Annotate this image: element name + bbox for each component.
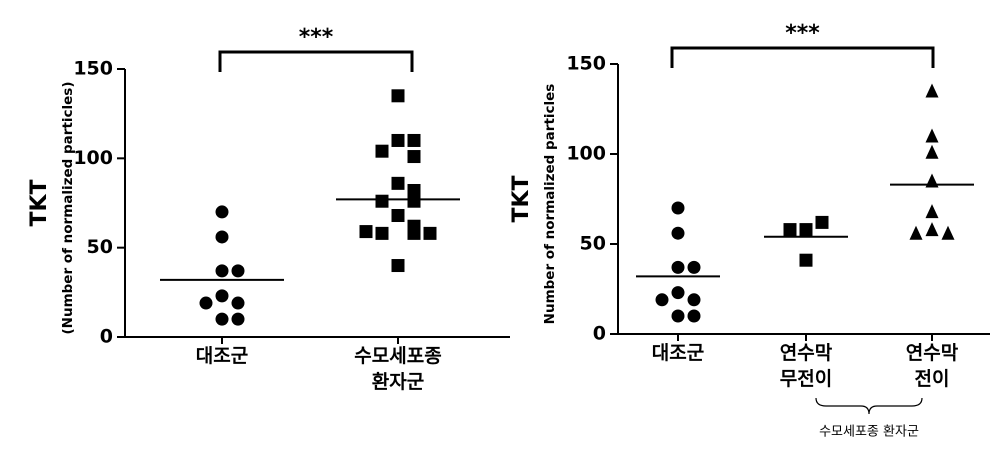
x-tick-label: 연수막 전이: [905, 342, 959, 390]
dot: [375, 194, 389, 208]
y-label-sub: (Number of normalized particles): [60, 81, 76, 334]
dot: [909, 225, 923, 240]
dot: [215, 230, 229, 244]
group-brace: [815, 397, 923, 415]
dot: [391, 209, 405, 223]
dot: [687, 293, 701, 307]
dot: [215, 312, 229, 326]
dot: [687, 260, 701, 274]
y-tick-label: 150: [566, 53, 606, 75]
dot: [231, 264, 245, 278]
significance-label: ***: [299, 25, 334, 50]
y-tick-label: 150: [73, 58, 113, 80]
dot: [423, 226, 437, 240]
group-label: 수모세포종 환자군: [819, 425, 919, 440]
y-label: TKT: [27, 179, 52, 226]
dot: [215, 289, 229, 303]
dot: [815, 215, 829, 229]
dot: [231, 312, 245, 326]
y-tick-label: 0: [593, 323, 606, 345]
y-tick-label: 50: [87, 236, 113, 258]
x-tick-label: 수모세포종 환자군: [354, 345, 442, 393]
dot: [407, 133, 421, 147]
y-tick-label: 0: [100, 326, 113, 348]
y-label: TKT: [509, 175, 534, 222]
dot: [799, 253, 813, 267]
dot: [391, 176, 405, 190]
dot: [925, 128, 939, 143]
significance-bracket: [218, 50, 414, 72]
dot: [407, 226, 421, 240]
dot: [671, 260, 685, 274]
dot: [391, 89, 405, 103]
dot: [671, 286, 685, 300]
x-tick-label: 연수막 무전이: [779, 342, 833, 390]
dot: [671, 226, 685, 240]
significance-label: ***: [785, 21, 820, 46]
dot: [783, 223, 797, 237]
dot: [671, 309, 685, 323]
dot: [391, 133, 405, 147]
dot: [199, 296, 213, 310]
dot: [655, 293, 669, 307]
y-tick-label: 50: [580, 233, 606, 255]
dot: [941, 225, 955, 240]
dot: [925, 144, 939, 159]
significance-bracket: [670, 46, 935, 68]
dot: [799, 223, 813, 237]
dot: [671, 201, 685, 215]
dot: [925, 204, 939, 219]
dot: [407, 183, 421, 197]
dot: [359, 225, 373, 239]
x-tick-label: 대조군: [651, 342, 705, 364]
dot: [687, 309, 701, 323]
x-tick-label: 대조군: [195, 345, 249, 367]
dot: [231, 296, 245, 310]
dot: [375, 226, 389, 240]
y-tick-label: 100: [73, 147, 113, 169]
y-label-sub: Number of normalized particles: [542, 84, 558, 325]
dot: [391, 259, 405, 273]
dot: [925, 222, 939, 237]
dot: [407, 194, 421, 208]
dot: [407, 150, 421, 164]
dot: [925, 83, 939, 98]
dot: [215, 205, 229, 219]
dot: [375, 144, 389, 158]
dot: [215, 264, 229, 278]
y-tick-label: 100: [566, 143, 606, 165]
